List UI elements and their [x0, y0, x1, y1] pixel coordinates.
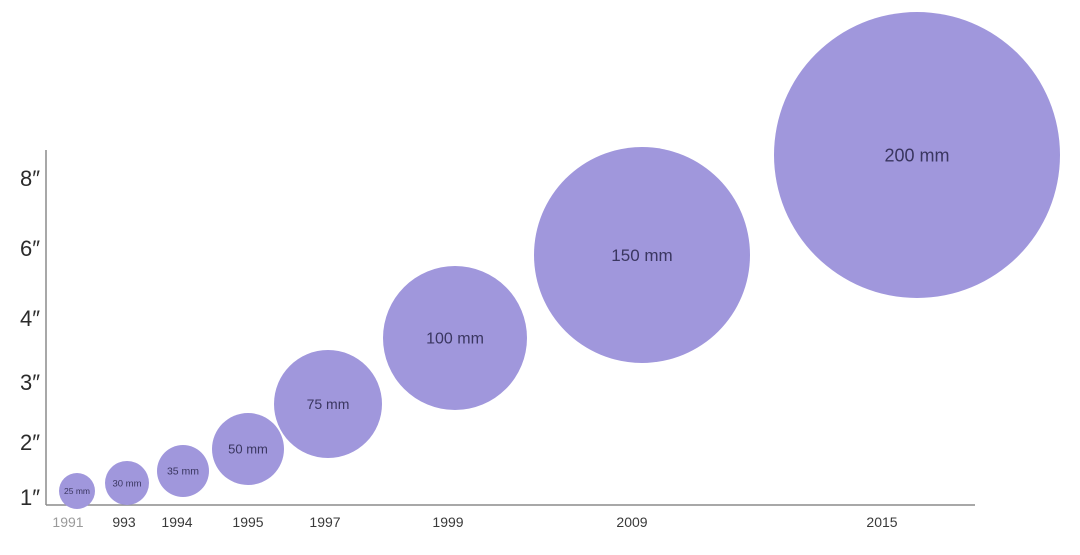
bubble-label: 35 mm: [167, 466, 199, 478]
bubble: [774, 12, 1060, 298]
bubble: [383, 266, 527, 410]
x-tick-label: 1997: [309, 514, 340, 530]
bubble-label: 200 mm: [884, 145, 949, 165]
bubble: [274, 350, 382, 458]
x-tick-labels: 1991 993 1994 1995 1997 1999 2009 2015: [52, 514, 897, 530]
y-tick-labels: 1″ 2″ 3″ 4″ 6″ 8″: [20, 166, 40, 510]
y-tick-label: 6″: [20, 236, 40, 261]
x-tick-label: 1995: [232, 514, 263, 530]
x-tick-label: 993: [112, 514, 136, 530]
y-tick-label: 8″: [20, 166, 40, 191]
bubble-label: 100 mm: [426, 331, 484, 348]
x-tick-label: 2015: [866, 514, 897, 530]
y-tick-label: 2″: [20, 430, 40, 455]
y-tick-label: 1″: [20, 485, 40, 510]
y-tick-label: 3″: [20, 370, 40, 395]
bubble: [212, 413, 284, 485]
bubble: [105, 461, 149, 505]
bubble-label: 75 mm: [307, 396, 350, 412]
bubble-label: 25 mm: [64, 486, 90, 496]
bubble-label: 50 mm: [228, 442, 268, 457]
bubble: [59, 473, 95, 509]
y-tick-label: 4″: [20, 306, 40, 331]
bubble: [534, 147, 750, 363]
x-tick-label: 1999: [432, 514, 463, 530]
bubble: [157, 445, 209, 497]
bubbles-layer: 25 mm 30 mm 35 mm 50 mm 75 mm 100 mm 150 mm 200…: [59, 12, 1060, 509]
x-tick-label: 1994: [161, 514, 192, 530]
x-tick-label: 1991: [52, 514, 83, 530]
bubble-label: 30 mm: [112, 478, 141, 489]
bubble-label: 150 mm: [611, 246, 672, 265]
x-tick-label: 2009: [616, 514, 647, 530]
